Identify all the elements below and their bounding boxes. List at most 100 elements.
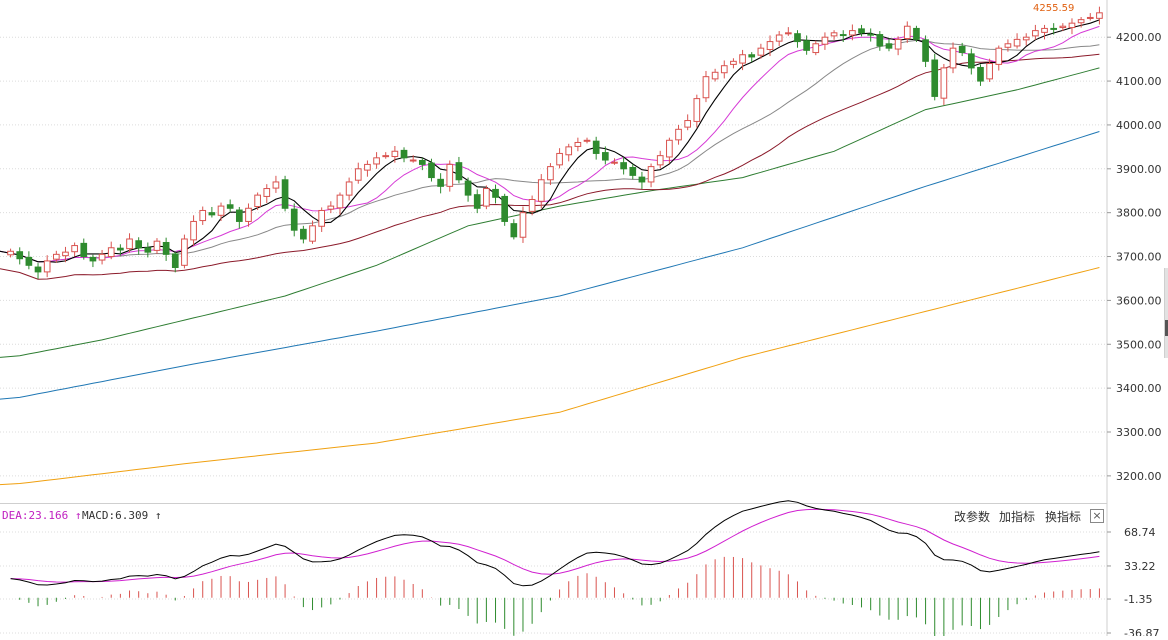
candle[interactable] bbox=[784, 27, 792, 36]
candle[interactable] bbox=[327, 201, 335, 214]
candle[interactable] bbox=[263, 184, 271, 204]
scrollbar-grip[interactable] bbox=[1165, 320, 1168, 336]
candle[interactable] bbox=[821, 32, 829, 50]
candle[interactable] bbox=[409, 155, 417, 163]
candle[interactable] bbox=[931, 53, 939, 101]
candle[interactable] bbox=[995, 45, 1003, 71]
candle[interactable] bbox=[16, 247, 24, 265]
candle[interactable] bbox=[226, 199, 234, 213]
change-params-button[interactable]: 改参数 bbox=[954, 510, 991, 524]
candle[interactable] bbox=[501, 193, 509, 226]
candle[interactable] bbox=[839, 30, 847, 43]
candle[interactable] bbox=[181, 234, 188, 269]
candle[interactable] bbox=[583, 137, 591, 144]
scrollbar-handle[interactable] bbox=[1164, 268, 1168, 358]
candle[interactable] bbox=[318, 207, 326, 232]
candle[interactable] bbox=[1004, 39, 1012, 52]
candle[interactable] bbox=[126, 233, 133, 253]
candle[interactable] bbox=[52, 250, 60, 263]
candle[interactable] bbox=[720, 60, 728, 79]
candle[interactable] bbox=[464, 177, 472, 202]
candle[interactable] bbox=[418, 157, 426, 171]
candle[interactable] bbox=[34, 263, 42, 279]
candle[interactable] bbox=[556, 148, 563, 169]
candle[interactable] bbox=[107, 241, 115, 260]
candle[interactable] bbox=[98, 249, 106, 265]
candle[interactable] bbox=[25, 251, 33, 270]
candle[interactable] bbox=[272, 175, 280, 193]
candle[interactable] bbox=[867, 28, 875, 42]
candle[interactable] bbox=[300, 225, 307, 244]
candle[interactable] bbox=[245, 203, 252, 227]
candle[interactable] bbox=[446, 160, 454, 192]
candle[interactable] bbox=[739, 49, 746, 71]
candle[interactable] bbox=[1059, 23, 1067, 32]
candle[interactable] bbox=[894, 36, 902, 56]
candle[interactable] bbox=[620, 156, 627, 175]
candle[interactable] bbox=[208, 206, 216, 218]
candle[interactable] bbox=[519, 206, 527, 243]
candle[interactable] bbox=[80, 238, 88, 260]
candle[interactable] bbox=[757, 43, 765, 59]
candle[interactable] bbox=[647, 163, 655, 188]
candle[interactable] bbox=[913, 25, 920, 43]
candle[interactable] bbox=[903, 21, 911, 43]
candle[interactable] bbox=[794, 30, 801, 48]
candle[interactable] bbox=[1096, 6, 1103, 25]
candle[interactable] bbox=[748, 52, 756, 63]
candle[interactable] bbox=[565, 143, 573, 162]
candlesticks[interactable] bbox=[7, 6, 1103, 279]
candle[interactable] bbox=[1013, 33, 1021, 49]
candle[interactable] bbox=[666, 137, 673, 164]
candle[interactable] bbox=[171, 251, 179, 273]
candle[interactable] bbox=[336, 192, 344, 215]
candle[interactable] bbox=[528, 195, 536, 216]
candle[interactable] bbox=[711, 68, 719, 82]
candle[interactable] bbox=[199, 206, 207, 225]
close-indicator-icon[interactable]: × bbox=[1090, 509, 1104, 523]
candle[interactable] bbox=[849, 24, 856, 41]
candle[interactable] bbox=[547, 163, 554, 186]
candle[interactable] bbox=[1068, 18, 1076, 35]
candle[interactable] bbox=[702, 70, 710, 103]
candle[interactable] bbox=[693, 94, 701, 128]
candle[interactable] bbox=[364, 160, 371, 177]
candle[interactable] bbox=[830, 30, 838, 40]
candle[interactable] bbox=[492, 184, 499, 204]
candle[interactable] bbox=[1086, 13, 1094, 21]
candle[interactable] bbox=[428, 158, 435, 182]
candle[interactable] bbox=[629, 163, 637, 180]
candle[interactable] bbox=[775, 31, 783, 46]
candle[interactable] bbox=[601, 146, 609, 165]
candle[interactable] bbox=[638, 171, 646, 189]
candle[interactable] bbox=[510, 219, 518, 240]
candle[interactable] bbox=[766, 35, 774, 57]
candle[interactable] bbox=[922, 35, 929, 68]
candle[interactable] bbox=[391, 145, 399, 163]
candle[interactable] bbox=[235, 206, 243, 229]
candle[interactable] bbox=[7, 248, 14, 258]
candle[interactable] bbox=[812, 40, 820, 56]
candle[interactable] bbox=[803, 35, 810, 55]
candle[interactable] bbox=[1032, 24, 1039, 40]
candle[interactable] bbox=[43, 255, 51, 278]
candle[interactable] bbox=[574, 137, 582, 152]
candle[interactable] bbox=[537, 174, 545, 209]
candle[interactable] bbox=[473, 189, 481, 214]
candle[interactable] bbox=[986, 58, 993, 82]
candle[interactable] bbox=[153, 238, 161, 254]
switch-indicator-button[interactable]: 换指标 bbox=[1045, 510, 1082, 524]
candle[interactable] bbox=[400, 147, 408, 163]
candle[interactable] bbox=[455, 156, 463, 184]
candle[interactable] bbox=[144, 242, 152, 258]
candle[interactable] bbox=[354, 162, 362, 184]
candle[interactable] bbox=[62, 246, 69, 263]
candle[interactable] bbox=[373, 152, 380, 169]
candle[interactable] bbox=[217, 202, 225, 222]
candle[interactable] bbox=[437, 173, 444, 194]
candle[interactable] bbox=[290, 203, 298, 237]
candle[interactable] bbox=[592, 136, 600, 160]
candle[interactable] bbox=[190, 215, 197, 247]
candle[interactable] bbox=[162, 237, 170, 261]
